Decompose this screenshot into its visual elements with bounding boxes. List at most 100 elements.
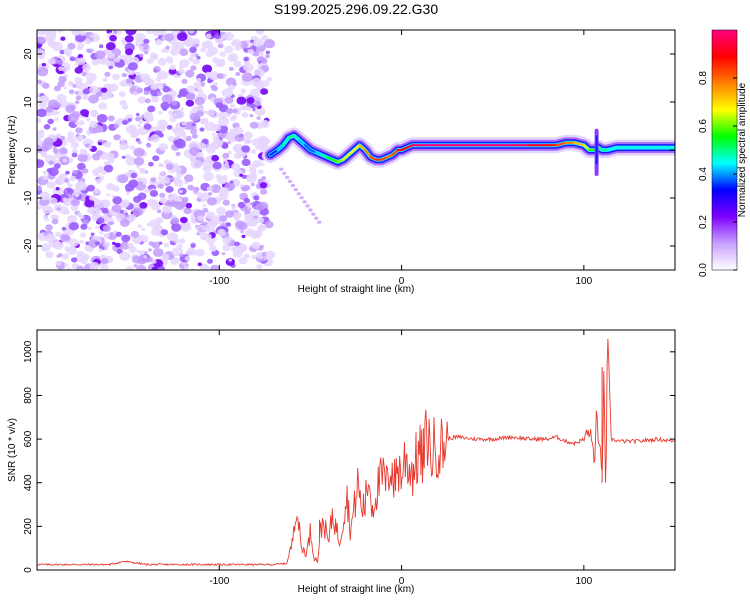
- noise-blob: [240, 230, 244, 234]
- noise-blob: [38, 95, 49, 104]
- noise-blob: [139, 202, 148, 209]
- noise-blob: [88, 239, 99, 248]
- noise-blob: [219, 230, 224, 234]
- noise-blob: [139, 168, 147, 174]
- noise-blob: [85, 72, 97, 82]
- noise-blob: [106, 193, 111, 197]
- noise-blob: [108, 65, 113, 70]
- noise-blob: [136, 165, 141, 169]
- noise-blob: [76, 265, 84, 270]
- noise-blob: [171, 43, 180, 51]
- noise-blob: [188, 30, 195, 34]
- noise-blob: [67, 42, 76, 50]
- noise-blob: [251, 138, 261, 147]
- ridge-core-segment: [364, 148, 372, 159]
- noise-blob: [84, 38, 92, 45]
- noise-blob: [103, 233, 110, 239]
- noise-blob: [106, 182, 115, 191]
- noise-blob: [66, 182, 71, 186]
- noise-blob: [190, 128, 198, 135]
- colorbar-tick-label: 0.4: [698, 167, 709, 181]
- ridge-core-segment: [347, 148, 356, 156]
- noise-blob: [261, 176, 267, 180]
- noise-blob: [243, 131, 253, 139]
- noise-blob: [151, 266, 158, 270]
- noise-blob: [225, 258, 235, 266]
- noise-blob: [207, 79, 213, 84]
- noise-blob: [125, 153, 131, 159]
- noise-blob: [48, 208, 54, 213]
- noise-blob: [173, 109, 185, 119]
- noise-blob: [193, 186, 200, 192]
- ridge-core-segment: [292, 134, 301, 142]
- noise-blob: [246, 106, 252, 111]
- snr-ytick-label: 400: [23, 474, 34, 491]
- snr-ytick-label: 800: [23, 387, 34, 404]
- noise-blob: [234, 133, 245, 142]
- spectrogram-ytick-label: 10: [23, 96, 34, 108]
- noise-blob: [171, 113, 177, 118]
- noise-blob: [221, 252, 226, 256]
- noise-blob: [224, 161, 229, 165]
- noise-blob: [66, 135, 76, 143]
- noise-blob: [144, 50, 149, 55]
- noise-blob: [45, 32, 57, 42]
- noise-blob: [221, 88, 233, 98]
- noise-blob: [125, 192, 130, 196]
- noise-blob: [136, 265, 147, 270]
- noise-blob: [124, 183, 135, 192]
- noise-blob: [200, 118, 208, 125]
- noise-blob: [75, 95, 82, 101]
- snr-ytick-label: 0: [23, 567, 34, 573]
- noise-blob: [171, 217, 180, 225]
- noise-blob: [233, 212, 242, 220]
- noise-blob: [51, 218, 59, 225]
- noise-blob: [41, 145, 50, 152]
- noise-blob: [195, 248, 205, 257]
- noise-blob: [139, 53, 144, 58]
- noise-blob: [233, 143, 244, 153]
- noise-blob: [71, 152, 78, 158]
- noise-blob: [157, 183, 164, 189]
- noise-blob: [87, 226, 93, 231]
- noise-blob: [89, 261, 100, 270]
- noise-blob: [119, 241, 130, 250]
- noise-blob: [95, 225, 100, 229]
- noise-blob: [130, 230, 139, 238]
- noise-blob: [181, 121, 187, 126]
- noise-blob: [77, 180, 85, 187]
- noise-blob: [75, 134, 84, 142]
- noise-blob: [80, 232, 87, 238]
- noise-blob: [155, 39, 163, 46]
- noise-blob: [243, 253, 250, 259]
- noise-blob: [232, 38, 242, 47]
- noise-blob: [121, 234, 131, 243]
- noise-blob: [67, 267, 71, 270]
- noise-blob: [244, 229, 254, 237]
- noise-blob: [75, 127, 83, 134]
- noise-blob: [169, 177, 174, 181]
- noise-blob: [136, 87, 144, 94]
- noise-blob: [90, 232, 95, 236]
- ridge-core-segment: [555, 141, 567, 147]
- noise-blob: [60, 36, 66, 41]
- noise-blob: [139, 250, 146, 256]
- ridge-core-segment: [342, 153, 350, 161]
- noise-blob: [98, 102, 108, 110]
- noise-blob: [58, 253, 63, 257]
- noise-blob: [153, 65, 161, 73]
- snr-plot-area: [37, 330, 675, 570]
- noise-blob: [202, 232, 212, 242]
- noise-blob: [259, 119, 270, 129]
- noise-blob: [40, 152, 47, 158]
- noise-blob: [37, 186, 42, 192]
- noise-blob: [54, 177, 65, 186]
- noise-blob: [150, 134, 160, 143]
- spectrogram-xtick-label: -100: [209, 276, 229, 287]
- noise-blob: [37, 36, 46, 45]
- noise-blob: [260, 88, 269, 95]
- noise-blob: [59, 100, 69, 108]
- noise-blob: [105, 152, 115, 161]
- streak-blob: [305, 204, 310, 208]
- snr-ytick-label: 1000: [23, 340, 34, 363]
